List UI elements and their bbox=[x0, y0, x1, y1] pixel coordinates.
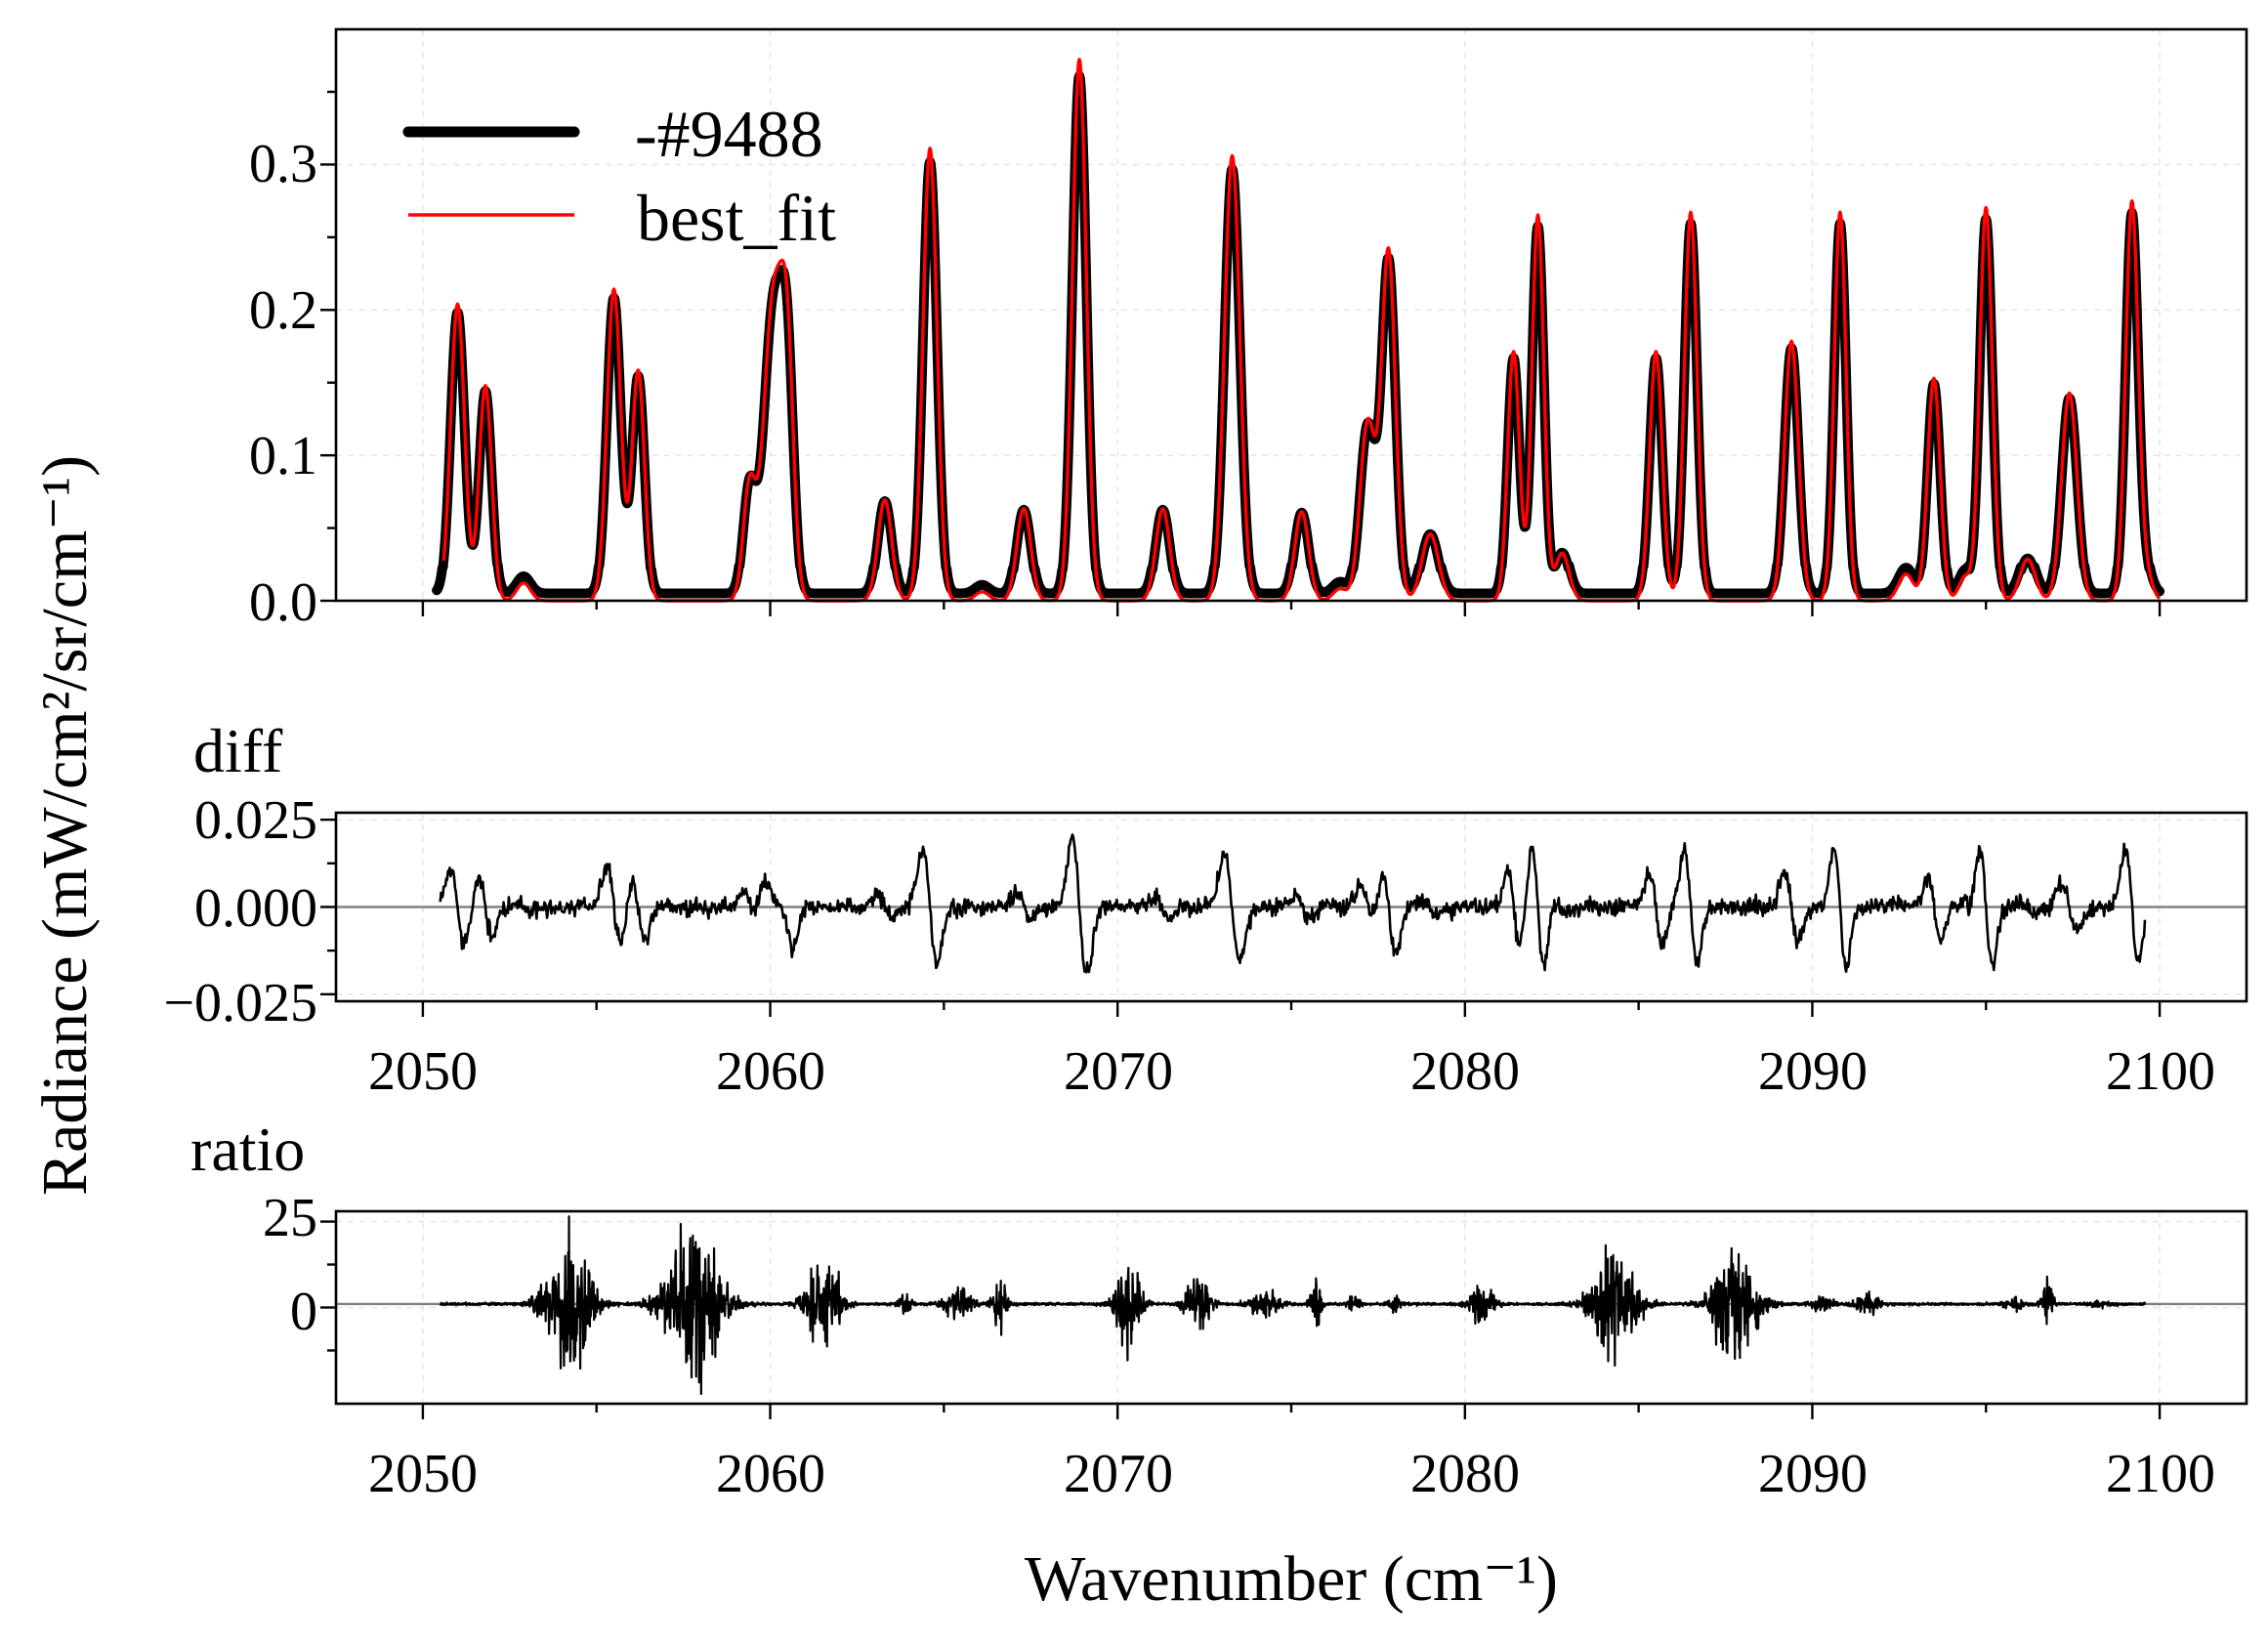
ratio-ticks bbox=[320, 1222, 2160, 1419]
diff-xtick-0: 2050 bbox=[368, 1041, 478, 1102]
ratio-panel-title: ratio bbox=[190, 1115, 305, 1184]
ratio-xtick-4: 2090 bbox=[1758, 1444, 1868, 1504]
diff-xtick-2: 2070 bbox=[1064, 1041, 1173, 1102]
ratio-xtick-2: 2070 bbox=[1064, 1444, 1173, 1504]
diff-ytick-1: 0.000 bbox=[194, 878, 317, 939]
ratio-xtick-0: 2050 bbox=[368, 1444, 478, 1504]
legend-observed-label: -#9488 bbox=[635, 97, 823, 171]
diff-xtick-4: 2090 bbox=[1758, 1041, 1868, 1102]
diff-residual-line bbox=[441, 834, 2145, 972]
ratio-xtick-3: 2080 bbox=[1410, 1444, 1520, 1504]
ratio-grid bbox=[336, 1211, 2247, 1404]
diff-xtick-1: 2060 bbox=[716, 1041, 825, 1102]
spectrum-panel: 0.0 0.1 0.2 0.3 -#9488 best_fit bbox=[249, 29, 2247, 633]
ratio-panel: ratio 0 25 2050 2060 2070 2080 2090 2100 bbox=[190, 1115, 2247, 1504]
diff-ytick-2: 0.025 bbox=[194, 790, 317, 851]
ratio-xtick-1: 2060 bbox=[716, 1444, 825, 1504]
diff-ticks bbox=[320, 820, 2160, 1017]
diff-xtick-3: 2080 bbox=[1410, 1041, 1520, 1102]
ratio-line bbox=[441, 1216, 2146, 1394]
ratio-ytick-1: 25 bbox=[263, 1188, 317, 1248]
diff-ytick-0: −0.025 bbox=[163, 973, 317, 1033]
legend-fit-label: best_fit bbox=[637, 181, 836, 255]
ratio-ytick-0: 0 bbox=[290, 1282, 317, 1342]
spectrum-axes-frame bbox=[336, 29, 2247, 601]
diff-panel-title: diff bbox=[193, 716, 283, 785]
ratio-xtick-5: 2100 bbox=[2106, 1444, 2215, 1504]
x-axis-title: Wavenumber (cm⁻¹) bbox=[1025, 1543, 1558, 1615]
spectrum-ytick-0: 0.0 bbox=[249, 572, 317, 633]
legend: -#9488 best_fit bbox=[408, 97, 836, 255]
y-axis-title: Radiance (mW/cm²/sr/cm⁻¹) bbox=[29, 455, 101, 1196]
spectrum-ytick-1: 0.1 bbox=[249, 426, 317, 486]
spectrum-grid bbox=[336, 29, 2247, 601]
spectrum-ytick-2: 0.2 bbox=[249, 280, 317, 341]
diff-xtick-5: 2100 bbox=[2106, 1041, 2215, 1102]
spectrum-ytick-3: 0.3 bbox=[249, 134, 317, 194]
diff-panel: diff −0.025 0.000 0.025 2050 2060 2070 2… bbox=[163, 716, 2247, 1102]
